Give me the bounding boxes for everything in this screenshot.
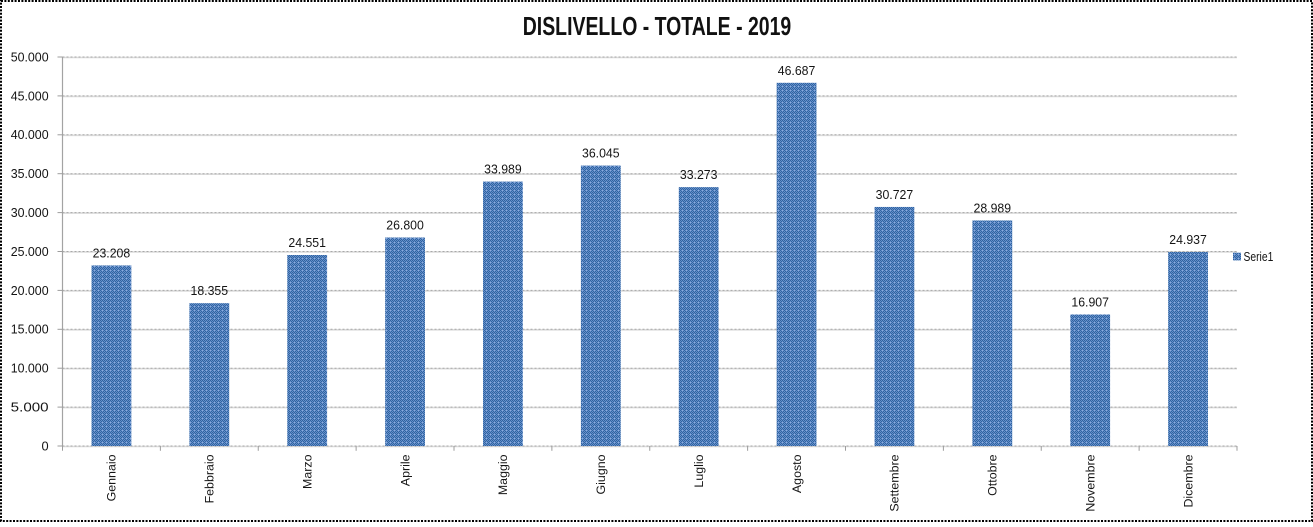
svg-text:Aprile: Aprile <box>398 454 412 486</box>
svg-text:Settembre: Settembre <box>888 454 902 511</box>
svg-text:18.355: 18.355 <box>191 283 229 298</box>
svg-text:30.727: 30.727 <box>876 187 914 202</box>
svg-text:5.000: 5.000 <box>11 400 49 415</box>
svg-text:Giugno: Giugno <box>594 454 608 494</box>
svg-text:Novembre: Novembre <box>1083 454 1097 511</box>
svg-text:16.907: 16.907 <box>1071 294 1109 309</box>
svg-text:40.000: 40.000 <box>11 127 49 142</box>
svg-text:DISLIVELLO - TOTALE - 2019: DISLIVELLO - TOTALE - 2019 <box>523 13 792 41</box>
svg-text:Ottobre: Ottobre <box>986 454 1000 495</box>
svg-text:24.551: 24.551 <box>288 235 326 250</box>
svg-text:10.000: 10.000 <box>11 361 49 376</box>
svg-text:24.937: 24.937 <box>1169 232 1207 247</box>
svg-text:33.989: 33.989 <box>484 162 522 177</box>
svg-text:26.800: 26.800 <box>386 218 424 233</box>
svg-text:30.000: 30.000 <box>11 205 49 220</box>
svg-text:Dicembre: Dicembre <box>1181 454 1195 507</box>
svg-text:46.687: 46.687 <box>778 63 816 78</box>
svg-text:45.000: 45.000 <box>11 88 49 103</box>
svg-text:28.989: 28.989 <box>974 200 1012 215</box>
svg-text:15.000: 15.000 <box>11 322 49 337</box>
svg-text:50.000: 50.000 <box>11 49 49 64</box>
svg-text:20.000: 20.000 <box>11 283 49 298</box>
svg-text:Agosto: Agosto <box>790 454 804 493</box>
svg-text:Maggio: Maggio <box>496 454 510 495</box>
svg-text:35.000: 35.000 <box>11 166 49 181</box>
svg-text:33.273: 33.273 <box>680 167 718 182</box>
svg-text:25.000: 25.000 <box>11 244 49 259</box>
svg-text:Luglio: Luglio <box>692 454 706 487</box>
svg-text:Serie1: Serie1 <box>1244 250 1274 264</box>
svg-text:23.208: 23.208 <box>93 245 131 260</box>
svg-text:Gennaio: Gennaio <box>105 454 119 501</box>
svg-text:0: 0 <box>41 438 48 453</box>
svg-text:Febbraio: Febbraio <box>203 454 217 503</box>
svg-text:Marzo: Marzo <box>300 454 314 489</box>
svg-text:36.045: 36.045 <box>582 146 620 161</box>
